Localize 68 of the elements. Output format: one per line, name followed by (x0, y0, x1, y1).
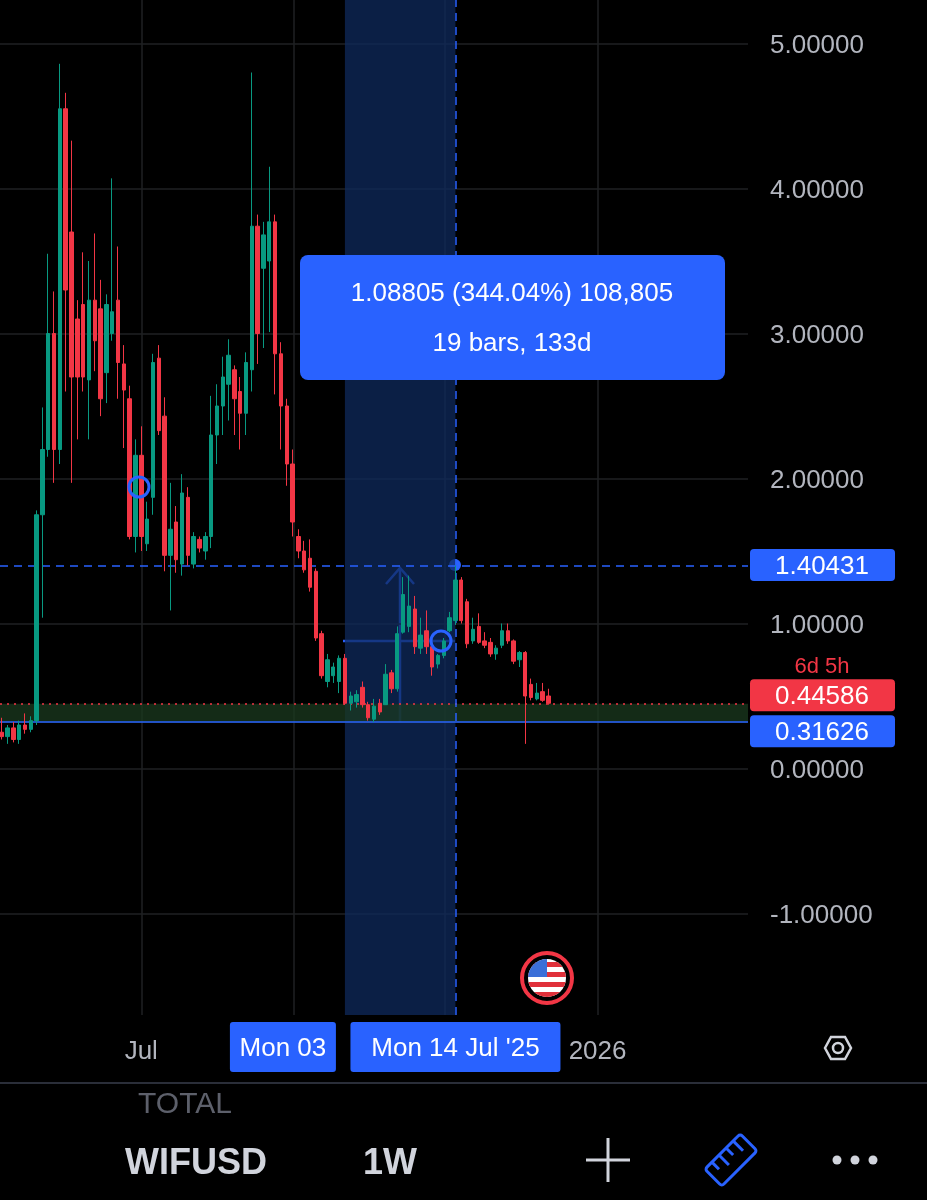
candlestick (517, 650, 522, 668)
candlestick (494, 644, 498, 661)
y-tick-label: 2.00000 (770, 463, 864, 494)
y-tick-label: 4.00000 (770, 173, 864, 204)
text: WIFUSD (125, 1140, 267, 1182)
text: 6d 5h (794, 652, 850, 678)
y-tick-label: 1.00000 (770, 608, 864, 639)
annotation: 1.08805 (344.04%) 108,805 (350, 277, 674, 307)
candlestick (273, 214, 277, 395)
y-tick-label: 5.00000 (770, 28, 864, 59)
x-tick-label: 2026 (568, 1035, 627, 1065)
candlestick (500, 623, 504, 649)
candlestick (308, 538, 312, 593)
candlestick (395, 625, 399, 693)
ref-line-label: 0.44586 (775, 680, 869, 711)
candlestick (186, 486, 190, 566)
candlestick (116, 246, 120, 400)
ref-line-label: 0.31626 (775, 716, 869, 747)
candlestick (215, 383, 219, 465)
candlestick (122, 344, 126, 449)
text: 1W (363, 1140, 418, 1182)
candlestick (17, 720, 21, 745)
x-tick-label: Jul (124, 1035, 158, 1065)
candlestick (145, 501, 149, 552)
candlestick (52, 290, 56, 484)
candlestick (191, 531, 196, 569)
candlestick (180, 473, 184, 577)
label-box: 1.08805 (344.04%) 108,805 19 bars, 133d (300, 255, 725, 380)
candlestick (378, 698, 382, 716)
candlestick (529, 678, 533, 701)
y-tick-label: 0.00000 (770, 753, 864, 784)
candlestick (197, 536, 202, 553)
candlestick (535, 682, 539, 701)
candlestick (127, 385, 132, 540)
annotation: 19 bars, 133d (432, 327, 592, 357)
candlestick (383, 663, 388, 706)
candlestick (250, 72, 254, 392)
candlestick (389, 669, 394, 694)
y-tick-label: -1.00000 (770, 898, 873, 929)
candlestick (244, 351, 248, 436)
candlestick (471, 617, 475, 645)
candlestick (255, 214, 260, 365)
candlestick (139, 425, 144, 552)
candlestick (5, 724, 10, 745)
candlestick (465, 598, 469, 649)
text: TOTAL (138, 1085, 232, 1119)
candlestick (436, 653, 440, 669)
candlestick (23, 712, 27, 735)
candlestick (407, 575, 411, 633)
candlestick (151, 353, 155, 516)
candlestick (58, 63, 62, 465)
candlestick (133, 438, 138, 553)
candlestick (372, 698, 376, 723)
candlestick (279, 341, 283, 450)
y-tick-label: 3.00000 (770, 318, 864, 349)
candlestick (401, 576, 405, 635)
candlestick (0, 717, 4, 740)
ref-line-label: 1.40431 (775, 549, 869, 580)
candlestick (418, 617, 423, 655)
band-label: Mon 03 (239, 1032, 327, 1062)
candlestick (413, 595, 417, 655)
candlestick (168, 482, 173, 611)
candlestick (174, 505, 178, 574)
candlestick (11, 721, 16, 743)
candlestick (337, 654, 341, 694)
candlestick (87, 260, 91, 440)
ref-line-label: Mon 14 Jul '25 (371, 1032, 540, 1062)
candlestick (459, 576, 463, 624)
